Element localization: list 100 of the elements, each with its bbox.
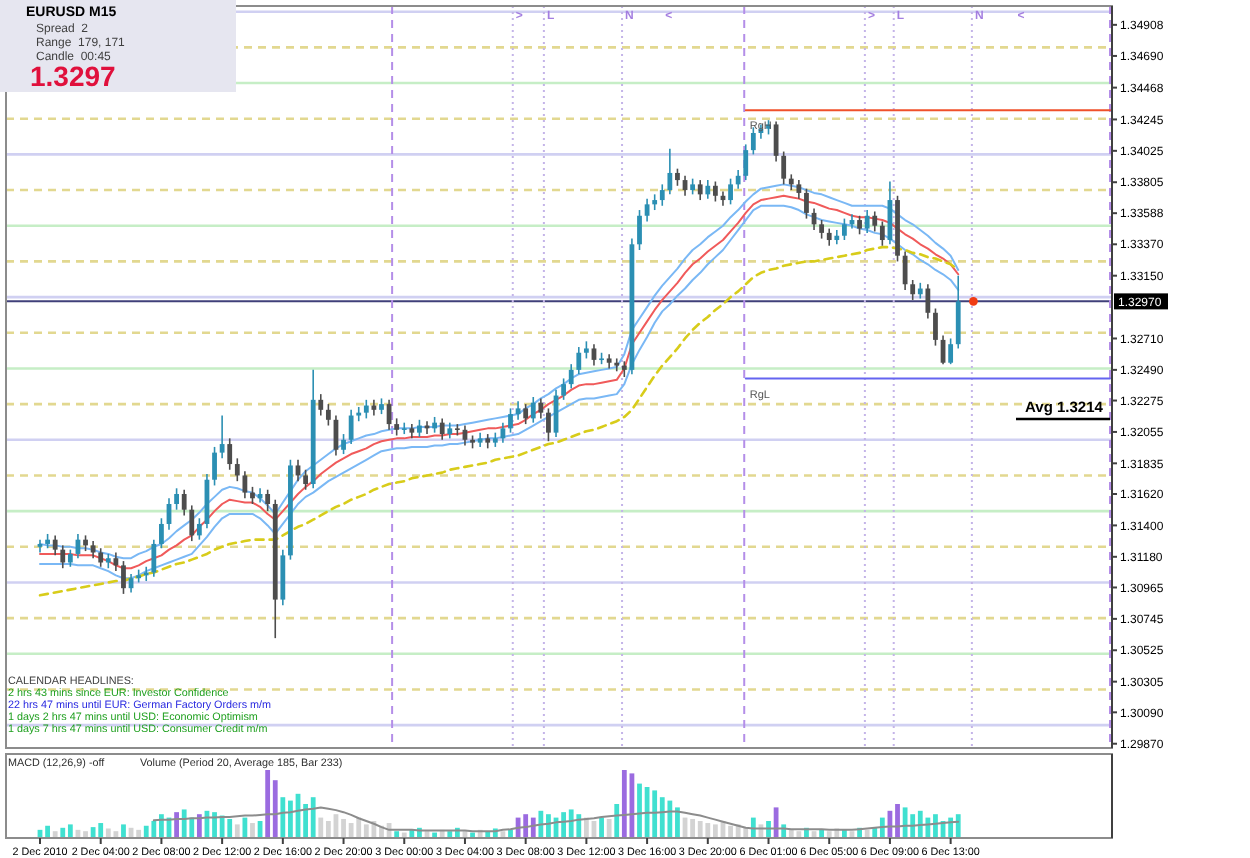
candlestick	[659, 183, 665, 207]
candlestick	[234, 457, 240, 482]
candlestick	[819, 219, 825, 240]
bar	[819, 829, 825, 838]
candlestick	[303, 468, 308, 491]
bar	[341, 818, 346, 838]
bar	[705, 823, 711, 838]
bar	[325, 821, 331, 838]
bar	[227, 818, 233, 838]
bar	[659, 797, 665, 838]
bar	[60, 827, 66, 838]
bar	[212, 812, 217, 838]
bar	[348, 823, 354, 838]
bar	[621, 770, 627, 838]
candlestick	[325, 403, 331, 427]
bar	[151, 821, 157, 838]
candlestick	[242, 470, 248, 500]
candlestick	[159, 517, 164, 550]
candlestick	[955, 274, 961, 350]
candlestick	[902, 250, 908, 291]
candlestick	[538, 397, 544, 420]
bar	[159, 814, 164, 838]
candlestick	[401, 421, 407, 435]
candlestick	[98, 547, 104, 568]
bar	[181, 809, 187, 838]
candlestick	[121, 560, 126, 595]
bar	[796, 831, 802, 838]
bar	[538, 810, 544, 838]
bar	[933, 814, 938, 838]
candlestick	[265, 488, 271, 512]
bar	[90, 827, 96, 838]
bar	[234, 824, 240, 838]
candlestick	[933, 307, 938, 347]
candlestick	[743, 143, 749, 181]
candlestick	[948, 337, 954, 365]
bar	[189, 817, 195, 838]
bar	[675, 807, 680, 838]
bar	[250, 823, 255, 838]
bar	[280, 797, 286, 838]
bar	[917, 810, 923, 838]
candlestick	[151, 538, 157, 578]
bar	[697, 821, 703, 838]
candlestick	[712, 180, 718, 203]
bar	[637, 783, 642, 838]
bar	[98, 823, 104, 838]
candlestick	[348, 409, 354, 445]
candlestick	[842, 217, 847, 241]
bar	[136, 829, 142, 838]
candlestick	[576, 346, 582, 375]
bar	[121, 824, 126, 838]
candlestick	[181, 488, 187, 517]
candlestick	[546, 407, 551, 443]
candlestick	[872, 210, 878, 233]
candlestick	[561, 377, 567, 401]
bar	[67, 824, 73, 838]
candlestick	[318, 393, 324, 417]
candlestick	[910, 279, 916, 301]
bar	[599, 817, 604, 838]
bar	[826, 831, 832, 838]
bar	[576, 814, 582, 838]
bar	[546, 814, 551, 838]
candlestick	[705, 179, 711, 200]
candlestick	[356, 406, 362, 423]
candlestick	[804, 187, 809, 220]
bar	[52, 831, 58, 838]
bar	[105, 828, 111, 838]
bar	[523, 814, 529, 838]
candlestick	[508, 407, 513, 434]
bar	[265, 770, 271, 838]
bar	[113, 831, 119, 838]
bar	[606, 818, 612, 838]
candlestick	[280, 548, 286, 607]
candlestick	[728, 177, 733, 206]
bar	[712, 824, 718, 838]
candlestick	[614, 357, 620, 373]
bar	[690, 818, 696, 838]
candlestick	[439, 417, 445, 441]
candlestick	[174, 487, 179, 511]
bar	[174, 812, 179, 838]
candlestick	[667, 147, 673, 196]
annotation: 1.3297	[30, 60, 117, 92]
candlestick	[864, 209, 870, 234]
candlestick	[227, 437, 233, 471]
candlestick	[697, 179, 703, 201]
candlestick	[143, 565, 149, 582]
candlestick	[781, 150, 787, 186]
bar	[910, 814, 916, 838]
bar	[394, 831, 400, 838]
bar	[955, 814, 961, 838]
candlestick	[857, 214, 862, 236]
bar	[895, 804, 900, 838]
candlestick	[530, 396, 536, 424]
candlestick	[212, 446, 217, 487]
bar	[288, 800, 293, 838]
candlestick	[637, 209, 642, 251]
candlestick	[879, 220, 885, 247]
candlestick	[925, 283, 931, 320]
bar	[143, 825, 149, 838]
bar	[902, 807, 908, 838]
candlestick	[196, 517, 202, 541]
